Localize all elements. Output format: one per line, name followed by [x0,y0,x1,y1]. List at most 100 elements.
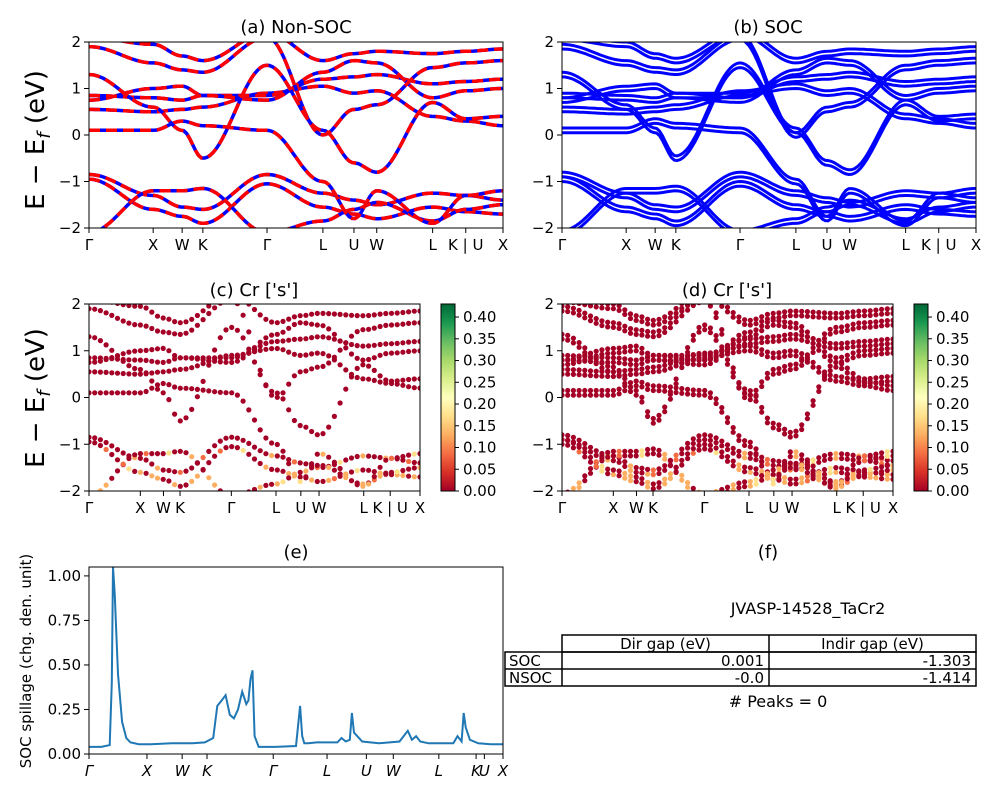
projection-point [764,339,771,345]
projection-point [565,295,570,300]
projection-point [166,478,172,484]
projection-point [725,489,730,491]
projection-point [562,366,565,372]
projection-point [234,354,240,360]
band-line-nsoc-dashed [89,119,503,226]
projection-point [747,334,753,340]
panel-e: (e) SOC spillage (chg. den. unit) 0.000.… [17,542,509,780]
projection-point [417,376,420,382]
projection-point [274,320,280,326]
projection-point [149,378,155,384]
projection-point [713,310,719,316]
projection-point [622,344,628,350]
projection-point [742,317,748,323]
projection-point [394,469,400,475]
projection-point [873,307,879,313]
projection-point [417,460,420,466]
projection-point [605,368,611,374]
projection-point [132,468,138,474]
projection-point [685,480,691,486]
projection-point [223,390,229,396]
projection-point [890,322,893,328]
projection-point [411,459,417,466]
projection-point [235,493,240,498]
projection-point [867,312,873,318]
panel-e-xtick-label: W [175,762,191,780]
projection-point [679,390,685,396]
projection-point [240,447,246,453]
projection-point [562,304,565,309]
projection-point [850,321,856,327]
projection-point [400,453,406,460]
projection-point [562,308,565,314]
projection-point [742,438,748,444]
projection-point [154,369,161,375]
projection-point [622,459,628,465]
panel-a-xtick-label: W [175,236,190,254]
projection-point [730,345,736,351]
projection-point [360,327,366,333]
projection-point [673,319,679,325]
projection-point [713,314,719,321]
projection-point [366,453,372,459]
projection-point [764,311,771,317]
projection-point [388,469,395,475]
projection-point [650,364,656,370]
projection-point [787,313,793,319]
projection-point [154,386,161,392]
projection-point [656,383,662,389]
projection-point [189,478,195,484]
projection-point [109,370,115,376]
projection-point [856,348,862,354]
panel-a-xtick-label: X [498,236,508,254]
projection-point [719,486,725,491]
projection-point [92,355,98,361]
projection-point [884,476,890,482]
projection-point [861,453,868,459]
projection-point [593,387,599,394]
projection-point [850,309,856,315]
projection-point [787,476,793,482]
projection-point [645,446,651,453]
projection-point [314,462,320,468]
projection-point [730,365,736,371]
projection-point [229,434,235,440]
projection-point [679,462,685,468]
projection-point [114,447,121,453]
projection-point [793,336,799,342]
projection-point [154,382,161,388]
panel-f-title: (f) [758,542,778,563]
projection-point [406,309,412,315]
projection-point [217,438,223,444]
projection-point [787,465,793,471]
projection-point [610,369,617,375]
projection-point [97,308,103,314]
projection-point [787,460,793,466]
projection-point [776,350,782,356]
projection-point [394,322,400,328]
projection-point [622,349,628,355]
panel-a-ytick-label: −1 [59,173,81,191]
projection-point [291,336,297,342]
projection-point [417,474,420,480]
projection-point [297,336,303,342]
colorbar-tick-label: 0.10 [463,439,496,457]
projection-point [782,323,788,330]
projection-point [616,459,622,465]
projection-point [656,364,662,370]
projection-point [616,307,622,313]
projection-point [662,353,668,359]
projection-point [639,384,645,390]
projection-point [793,348,799,354]
projection-point [274,394,280,400]
projection-point [411,376,417,382]
projection-point [406,458,412,465]
projection-point [576,437,582,443]
projection-point [366,326,372,332]
projection-point [120,318,126,324]
projection-point [867,324,873,330]
projection-point [873,323,879,330]
projection-point [816,364,822,371]
projection-point [194,363,200,369]
